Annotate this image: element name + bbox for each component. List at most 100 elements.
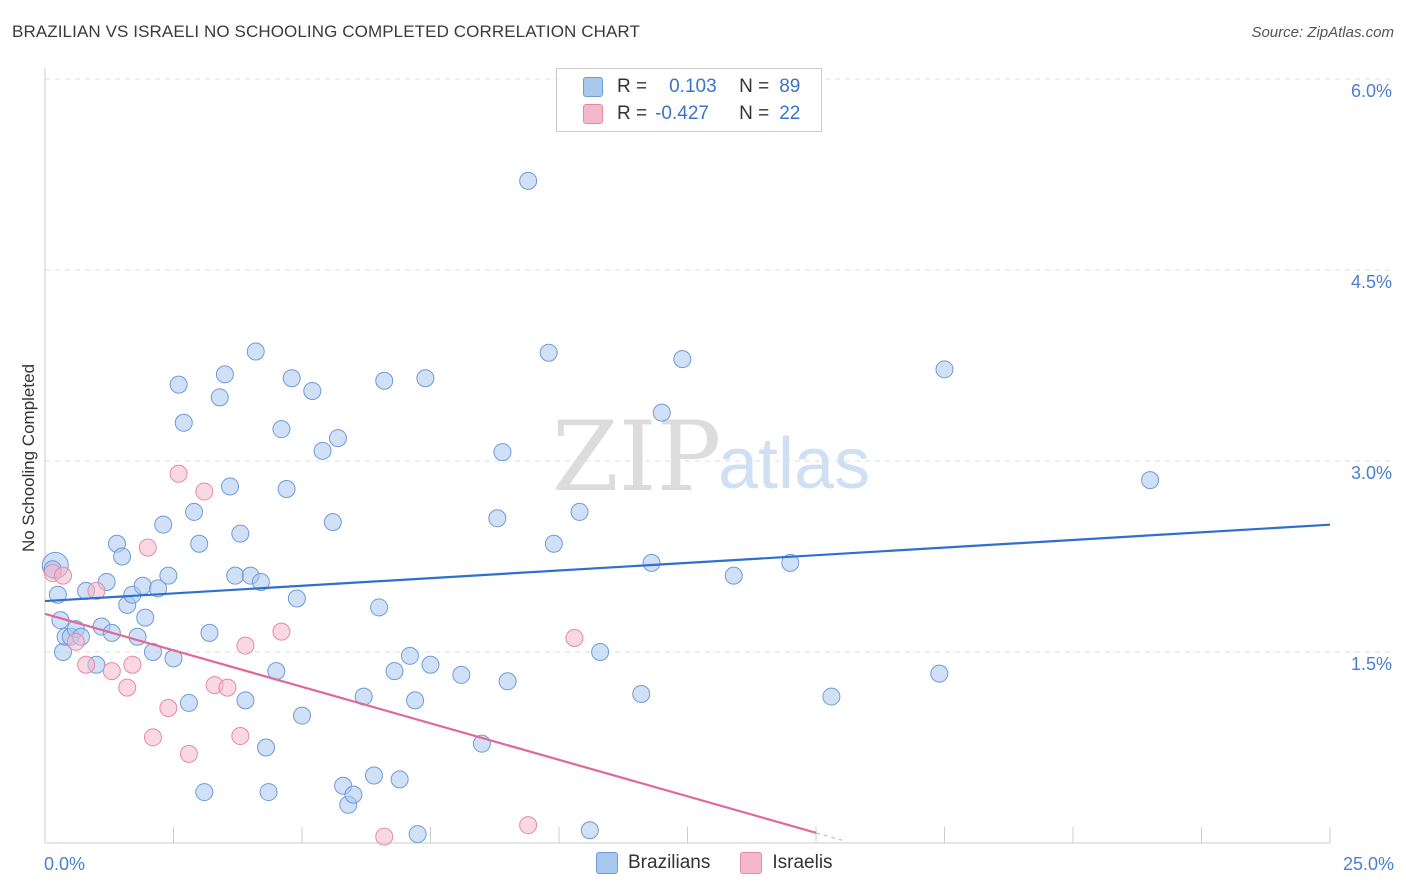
correlation-legend: R = 0.103 N = 89 R = -0.427 N = 22 — [556, 68, 822, 132]
israeli-point — [272, 622, 291, 641]
brazilian-point — [493, 443, 512, 462]
brazilian-point — [781, 553, 800, 572]
brazilian-point — [257, 738, 276, 757]
brazilian-point — [251, 572, 270, 591]
israeli-point — [519, 816, 538, 835]
brazilian-point — [370, 598, 389, 617]
legend-swatch-israelis — [740, 852, 763, 874]
legend-n-value: 89 — [779, 76, 801, 97]
brazilian-point — [159, 566, 178, 585]
brazilian-point — [149, 579, 168, 598]
brazilian-point — [652, 403, 671, 422]
brazilian-point — [328, 429, 347, 448]
legend-r-value: -0.427 — [655, 103, 709, 124]
brazilian-point — [154, 515, 173, 534]
brazilian-point — [236, 691, 255, 710]
brazilian-point — [452, 665, 471, 684]
brazilian-point — [221, 477, 240, 496]
brazilian-point — [293, 706, 311, 725]
legend-n-value: 22 — [779, 103, 801, 124]
legend-n-label: N = — [739, 76, 770, 97]
brazilian-point — [632, 685, 651, 704]
brazilian-point — [287, 589, 306, 608]
chart-title: BRAZILIAN VS ISRAELI NO SCHOOLING COMPLE… — [12, 22, 640, 41]
brazilian-point — [195, 783, 214, 802]
brazilian-point — [303, 381, 322, 400]
legend-swatch-brazilians — [583, 77, 603, 97]
israeli-point — [218, 678, 237, 697]
y-tick-label: 6.0% — [1351, 81, 1392, 101]
brazilian-point — [385, 662, 404, 681]
brazilian-point — [673, 350, 692, 369]
brazilian-point — [190, 534, 209, 553]
brazilian-point — [930, 664, 949, 683]
legend-r-label: R = — [617, 76, 648, 97]
y-axis-label: No Schooling Completed — [19, 364, 38, 552]
brazilian-point — [1141, 471, 1160, 490]
israelis-trendline — [44, 612, 817, 834]
brazilian-point — [498, 672, 517, 691]
israeli-point — [159, 699, 178, 718]
legend-row-brazilians: R = 0.103 N = 89 — [583, 73, 800, 101]
brazilian-point — [215, 365, 234, 384]
brazilian-point — [724, 566, 743, 585]
brazilian-point — [344, 785, 363, 804]
brazilian-point — [642, 553, 661, 572]
watermark: ZIP atlas — [552, 401, 870, 513]
brazilian-point — [133, 576, 152, 595]
brazilian-point — [210, 388, 229, 407]
brazilian-point — [570, 502, 589, 521]
watermark-zip: ZIP — [552, 401, 721, 513]
brazilian-point — [519, 171, 538, 190]
legend-r-label: R = — [617, 103, 648, 124]
brazilian-point — [113, 547, 132, 566]
israeli-point — [66, 632, 85, 651]
y-tick-label: 1.5% — [1351, 654, 1392, 674]
legend-label-brazilians: Brazilians — [628, 852, 711, 873]
y-tick-label: 4.5% — [1351, 272, 1392, 292]
tick-labels: 1.5% 3.0% 4.5% 6.0% 0.0% 25.0% — [44, 81, 1394, 874]
brazilian-point — [272, 420, 291, 439]
israeli-point — [143, 728, 162, 747]
brazilians-trendline — [44, 523, 1331, 603]
israelis-trendline-extension — [815, 832, 842, 841]
israeli-point — [195, 482, 214, 501]
brazilian-point — [277, 480, 296, 499]
brazilian-point — [591, 643, 610, 661]
trend-lines — [44, 523, 1331, 841]
watermark-atlas: atlas — [718, 424, 870, 504]
israeli-point — [375, 827, 394, 846]
israeli-point — [123, 655, 142, 674]
brazilian-point — [488, 509, 507, 528]
brazilian-point — [935, 360, 954, 379]
legend-swatch-israelis — [583, 104, 603, 124]
brazilian-point — [136, 608, 155, 627]
brazilian-point — [421, 655, 440, 674]
israeli-point — [77, 655, 96, 674]
series-legend: Brazilians Israelis — [596, 852, 863, 874]
brazilian-point — [406, 691, 425, 710]
israeli-point — [138, 538, 157, 557]
israeli-point — [179, 744, 198, 763]
data-points — [41, 171, 1160, 846]
source-label: Source: ZipAtlas.com — [1251, 24, 1394, 41]
legend-swatch-brazilians — [596, 852, 618, 874]
israeli-point — [87, 581, 106, 600]
brazilian-point — [416, 369, 435, 388]
brazilian-point — [400, 646, 419, 665]
israeli-point — [231, 727, 250, 746]
brazilian-point — [282, 369, 301, 388]
israeli-point — [236, 636, 255, 655]
brazilian-point — [580, 821, 599, 840]
gridlines — [45, 78, 1392, 653]
brazilian-point — [174, 413, 193, 432]
israeli-point — [118, 678, 137, 697]
brazilian-point — [259, 783, 278, 802]
brazilian-point — [169, 375, 188, 394]
legend-item-brazilians[interactable]: Brazilians — [596, 852, 710, 874]
brazilian-point — [544, 534, 563, 553]
brazilian-point — [390, 770, 409, 789]
x-tick-label-max: 25.0% — [1343, 854, 1394, 874]
brazilian-point — [200, 623, 219, 642]
legend-item-israelis[interactable]: Israelis — [740, 852, 833, 874]
